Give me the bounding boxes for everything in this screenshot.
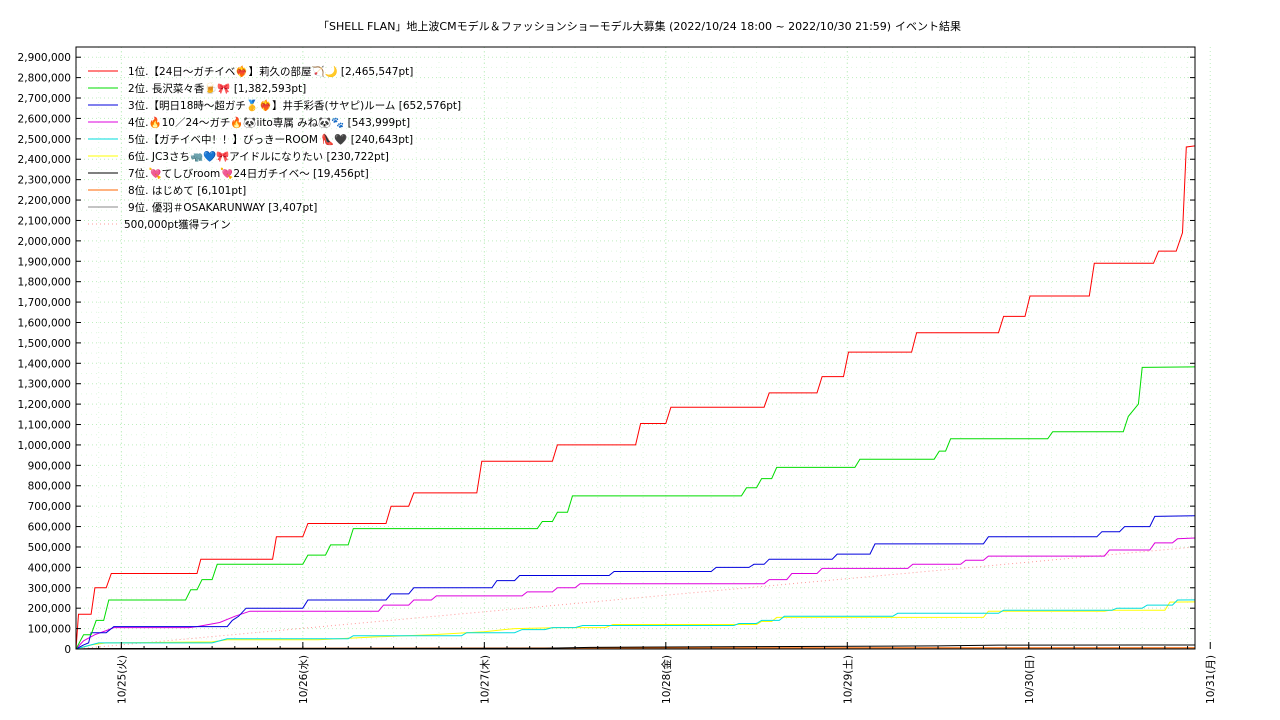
x-tick-label: 10/27(木) [479,655,491,704]
y-tick-label: 2,600,000 [18,113,71,125]
legend-entry: 6位. JC3さち🦏💙🎀アイドルになりたい [230,722pt] [128,150,389,163]
grid-layer [76,47,1211,649]
legend-entry-reference: 500,000pt獲得ライン [124,218,231,231]
y-tick-label: 1,400,000 [18,358,71,370]
legend-entry: 4位.🔥10／24〜ガチ🔥🐼iito専属 みね🐼🐾 [543,999pt] [128,116,410,129]
y-tick-label: 500,000 [28,542,71,554]
legend-entry: 3位.【明日18時〜超ガチ🥇❤️‍🔥】井手彩香(サヤピ)ルーム [652,576… [128,99,461,112]
plot-frame [75,46,1196,650]
legend-entry: 2位. 長沢菜々香🍺🎀 [1,382,593pt] [128,82,306,95]
x-tick-label: 10/30(日) [1024,655,1036,704]
y-tick-label: 2,000,000 [18,236,71,248]
y-tick-label: 200,000 [28,603,71,615]
series-layer [75,145,1196,650]
y-tick-label: 2,700,000 [18,93,71,105]
y-tick-label: 700,000 [28,501,71,513]
axis-layer: 0 100,000 200,000 300,000 400,000 500,000 600,… [18,52,1218,704]
chart-title: 「SHELL FLAN」地上波CMモデル＆ファッションショーモデル大募集 (20… [318,19,891,33]
y-tick-label: 1,800,000 [18,277,71,289]
y-tick-label: 2,400,000 [18,154,71,166]
legend-entry: 9位. 優羽＃OSAKARUNWAY [3,407pt] [128,201,317,214]
reference-line-layer [75,546,1196,650]
x-tick-label: 10/25(火) [116,655,128,704]
reference-line [75,546,1196,650]
series-line-rank-3 [75,515,1196,650]
chart-subtitle: イベント結果 [895,19,961,33]
y-tick-label: 1,000,000 [18,440,71,452]
legend-entry: 1位.【24日〜ガチイベ❤️‍🔥】莉久の部屋🏹🌙 [2,465,547pt] [128,65,413,78]
y-tick-label: 400,000 [28,562,71,574]
series-line-rank-6 [75,601,1196,650]
x-tick-label: 10/29(土) [841,655,854,704]
x-tick-label: 10/31(月) [1205,655,1217,704]
legend-entry: 5位.【ガチイベ中！！】びっきーROOM 👠🖤 [240,643pt] [128,133,413,146]
y-tick-label: 2,300,000 [18,175,71,187]
legend-entry: 8位. はじめて [6,101pt] [128,184,246,197]
y-tick-label: 1,200,000 [18,399,71,411]
y-tick-label: 1,700,000 [18,297,71,309]
y-tick-label: 1,500,000 [18,338,71,350]
y-tick-label: 0 [64,644,71,656]
series-line-rank-2 [75,366,1196,650]
y-tick-label: 1,300,000 [18,379,71,391]
series-line-rank-5 [75,599,1196,650]
x-tick-label: 10/26(水) [298,655,310,704]
series-line-rank-4 [75,537,1196,650]
y-tick-label: 2,800,000 [18,73,71,85]
y-tick-label: 100,000 [28,624,71,636]
y-tick-label: 1,600,000 [18,317,71,329]
legend-entry: 7位.💘てしびroom💘24日ガチイベ〜 [19,456pt] [128,167,369,180]
y-tick-label: 900,000 [28,460,71,472]
x-tick-label: 10/28(金) [660,655,673,704]
series-line-rank-1 [75,145,1196,650]
y-tick-label: 1,100,000 [18,420,71,432]
y-tick-label: 300,000 [28,583,71,595]
y-tick-label: 2,500,000 [18,134,71,146]
y-tick-label: 2,100,000 [18,215,71,227]
y-tick-label: 1,900,000 [18,256,71,268]
y-tick-label: 800,000 [28,481,71,493]
y-tick-label: 2,900,000 [18,52,71,64]
y-tick-label: 2,200,000 [18,195,71,207]
legend: 1位.【24日〜ガチイベ❤️‍🔥】莉久の部屋🏹🌙 [2,465,547pt] 2位… [88,65,461,231]
y-tick-label: 600,000 [28,522,71,534]
